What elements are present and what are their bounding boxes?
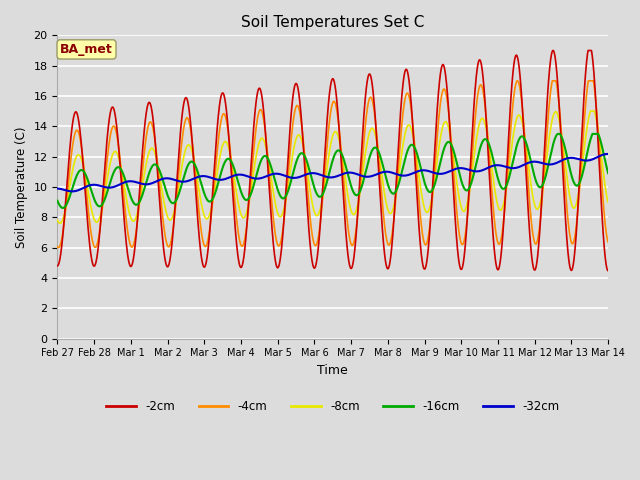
-32cm	[604, 151, 612, 157]
-32cm	[593, 154, 601, 160]
-16cm	[604, 170, 612, 176]
-32cm	[289, 175, 296, 181]
-2cm	[549, 48, 557, 53]
-32cm	[116, 181, 124, 187]
Y-axis label: Soil Temperature (C): Soil Temperature (C)	[15, 126, 28, 248]
-32cm	[68, 189, 76, 194]
-4cm	[54, 245, 62, 251]
-16cm	[54, 198, 61, 204]
Line: -32cm: -32cm	[58, 154, 608, 192]
Line: -2cm: -2cm	[58, 50, 608, 271]
-4cm	[534, 233, 542, 239]
-4cm	[54, 244, 61, 250]
-8cm	[289, 152, 296, 158]
-16cm	[116, 166, 124, 171]
-8cm	[604, 199, 612, 205]
Line: -16cm: -16cm	[58, 134, 608, 208]
-4cm	[265, 165, 273, 170]
Text: BA_met: BA_met	[60, 43, 113, 56]
-16cm	[149, 162, 157, 168]
Legend: -2cm, -4cm, -8cm, -16cm, -32cm: -2cm, -4cm, -8cm, -16cm, -32cm	[102, 395, 564, 418]
-32cm	[534, 159, 542, 165]
-4cm	[116, 159, 124, 165]
-32cm	[604, 151, 612, 157]
-16cm	[59, 205, 67, 211]
-32cm	[54, 186, 61, 192]
-16cm	[289, 172, 296, 178]
-4cm	[594, 120, 602, 126]
-4cm	[604, 239, 612, 245]
-8cm	[149, 146, 157, 152]
-2cm	[604, 268, 612, 274]
-2cm	[149, 115, 157, 121]
-16cm	[554, 131, 561, 137]
-2cm	[54, 263, 61, 269]
-2cm	[534, 251, 542, 256]
-16cm	[265, 157, 273, 163]
-32cm	[265, 172, 273, 178]
-8cm	[56, 220, 64, 226]
-8cm	[587, 108, 595, 114]
Line: -8cm: -8cm	[58, 111, 608, 223]
-8cm	[116, 162, 124, 168]
Title: Soil Temperatures Set C: Soil Temperatures Set C	[241, 15, 424, 30]
-8cm	[594, 124, 602, 130]
-2cm	[265, 176, 273, 181]
-8cm	[534, 206, 542, 212]
X-axis label: Time: Time	[317, 364, 348, 377]
-2cm	[116, 164, 124, 169]
-4cm	[289, 123, 296, 129]
-2cm	[289, 98, 296, 104]
-16cm	[594, 131, 602, 137]
-32cm	[149, 180, 157, 186]
-2cm	[593, 127, 601, 132]
-8cm	[54, 217, 61, 223]
-4cm	[513, 78, 521, 84]
-4cm	[149, 126, 157, 132]
-8cm	[265, 159, 273, 165]
Line: -4cm: -4cm	[58, 81, 608, 248]
-16cm	[534, 183, 542, 189]
